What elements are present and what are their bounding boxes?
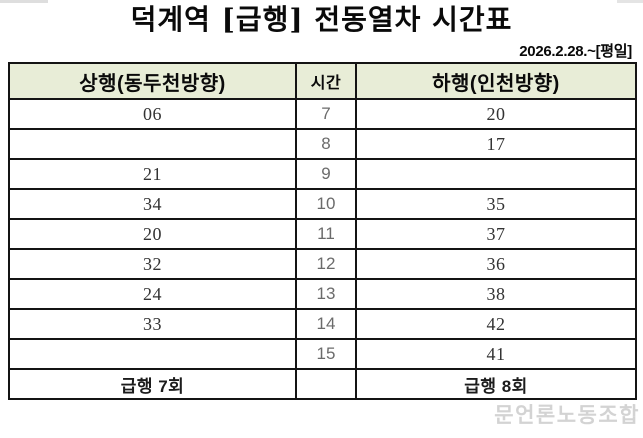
- timetable-cell-hour: 7: [295, 98, 357, 130]
- timetable: 상행(동두천방향) 시간 하행(인천방향) 06 7 20 8 17 21 9 34 10 35 2…: [8, 62, 637, 400]
- timetable-cell-up: 33: [8, 308, 297, 340]
- timetable-row: 32 12 36: [8, 248, 637, 280]
- screen-artifact-top-right: [617, 0, 643, 3]
- timetable-cell-hour: 10: [295, 188, 357, 220]
- timetable-header-row: 상행(동두천방향) 시간 하행(인천방향): [8, 62, 637, 100]
- page-title: 덕계역 [급행] 전동열차 시간표: [130, 3, 513, 36]
- timetable-cell-down: 41: [355, 338, 637, 370]
- timetable-cell-hour: 14: [295, 308, 357, 340]
- timetable-row: 15 41: [8, 338, 637, 370]
- timetable-body: 06 7 20 8 17 21 9 34 10 35 20 11 37 32 12 36 24 13 38 33 14 4…: [8, 98, 637, 370]
- timetable-cell-hour: 12: [295, 248, 357, 280]
- timetable-cell-hour: 13: [295, 278, 357, 310]
- footer-hour-empty: [295, 368, 357, 400]
- header-down-direction: 하행(인천방향): [355, 62, 637, 100]
- header-hour: 시간: [295, 62, 357, 100]
- timetable-row: 24 13 38: [8, 278, 637, 310]
- timetable-footer-row: 급행 7회 급행 8회: [8, 368, 637, 400]
- timetable-cell-up: 24: [8, 278, 297, 310]
- timetable-cell-up: [8, 128, 297, 160]
- timetable-row: 8 17: [8, 128, 637, 160]
- timetable-cell-up: 32: [8, 248, 297, 280]
- timetable-cell-down: 36: [355, 248, 637, 280]
- timetable-cell-down: 38: [355, 278, 637, 310]
- timetable-cell-up: 21: [8, 158, 297, 190]
- timetable-cell-hour: 15: [295, 338, 357, 370]
- timetable-cell-hour: 8: [295, 128, 357, 160]
- timetable-cell-down: 42: [355, 308, 637, 340]
- timetable-cell-up: 20: [8, 218, 297, 250]
- timetable-cell-down: 37: [355, 218, 637, 250]
- timetable-row: 21 9: [8, 158, 637, 190]
- timetable-cell-hour: 9: [295, 158, 357, 190]
- timetable-cell-up: 34: [8, 188, 297, 220]
- timetable-row: 33 14 42: [8, 308, 637, 340]
- effective-date: 2026.2.28.~[평일]: [519, 43, 632, 60]
- footer-down-total: 급행 8회: [355, 368, 637, 400]
- header-up-direction: 상행(동두천방향): [8, 62, 297, 100]
- timetable-cell-up: [8, 338, 297, 370]
- timetable-cell-up: 06: [8, 98, 297, 130]
- timetable-row: 06 7 20: [8, 98, 637, 130]
- watermark: 문언론노동조합: [494, 404, 640, 427]
- timetable-cell-down: [355, 158, 637, 190]
- timetable-row: 20 11 37: [8, 218, 637, 250]
- timetable-cell-down: 17: [355, 128, 637, 160]
- timetable-cell-hour: 11: [295, 218, 357, 250]
- timetable-cell-down: 35: [355, 188, 637, 220]
- timetable-row: 34 10 35: [8, 188, 637, 220]
- screen-artifact-top-left: [0, 0, 48, 3]
- timetable-cell-down: 20: [355, 98, 637, 130]
- footer-up-total: 급행 7회: [8, 368, 297, 400]
